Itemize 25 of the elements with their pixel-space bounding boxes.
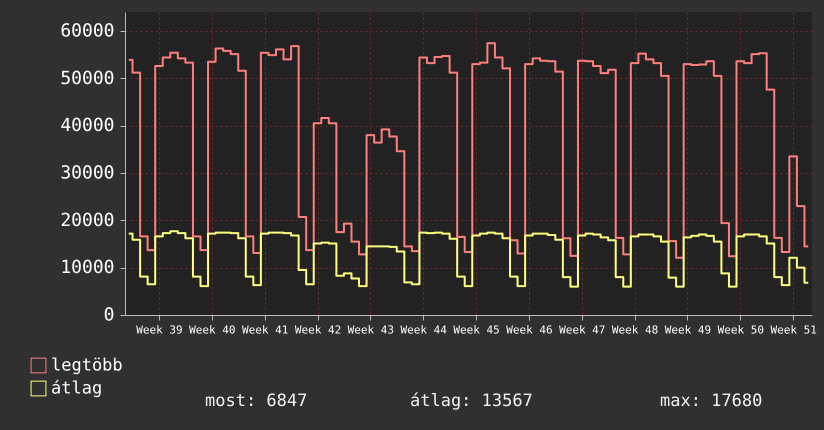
text: átlag: 13567 bbox=[410, 391, 533, 411]
y-tick-label: 20000 bbox=[60, 210, 114, 231]
x-tick-label: Week 44 bbox=[400, 324, 448, 336]
y-tick-label: 10000 bbox=[60, 257, 114, 278]
y-tick-label: 40000 bbox=[60, 115, 114, 136]
text: max: 17680 bbox=[660, 391, 762, 411]
x-tick-label: Week 42 bbox=[294, 324, 342, 336]
y-tick-label: 60000 bbox=[60, 20, 114, 42]
x-tick-label: Week 51 bbox=[770, 324, 817, 336]
text: most: 6847 bbox=[205, 391, 308, 411]
x-tick-label: Week 47 bbox=[559, 324, 606, 336]
y-tick-label: 50000 bbox=[60, 68, 114, 89]
x-tick-label: Week 50 bbox=[718, 324, 764, 336]
x-tick-label: Week 39 bbox=[136, 324, 183, 336]
legend-label: legtöbb bbox=[51, 356, 123, 376]
x-tick-label: Week 43 bbox=[348, 324, 394, 336]
y-tick-label: 30000 bbox=[60, 162, 114, 184]
x-tick-label: Week 46 bbox=[506, 324, 553, 336]
y-tick-label: 0 bbox=[104, 304, 114, 326]
x-tick-label: Week 40 bbox=[189, 324, 236, 336]
x-tick-label: Week 41 bbox=[242, 324, 288, 336]
x-tick-label: Week 48 bbox=[612, 324, 658, 336]
x-tick-label: Week 45 bbox=[453, 324, 500, 336]
x-tick-label: Week 49 bbox=[664, 324, 712, 336]
legend-label: átlag bbox=[51, 378, 102, 398]
